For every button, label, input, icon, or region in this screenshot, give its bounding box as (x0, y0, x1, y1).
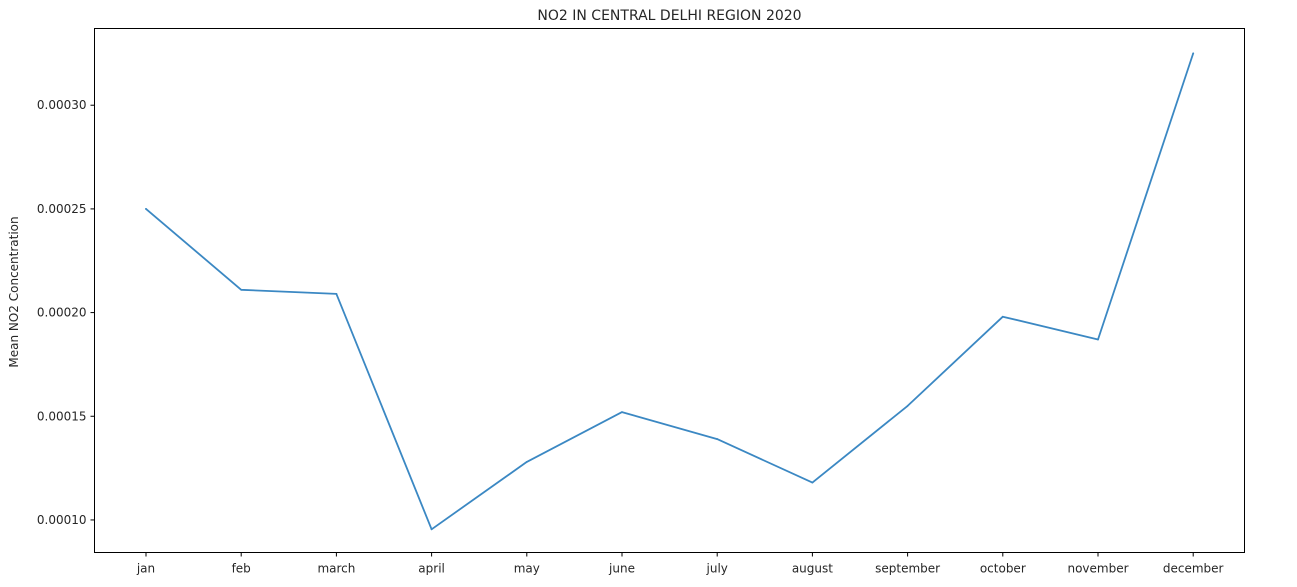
y-tick-label: 0.00010 (37, 513, 87, 527)
data-point (335, 293, 338, 295)
y-tick-label: 0.00015 (37, 409, 87, 423)
y-axis-ticks: 0.00010 0.00015 0.00020 0.00025 0.00030 (37, 98, 95, 527)
data-point (525, 460, 528, 463)
x-tick-label: september (875, 562, 940, 576)
x-tick-label: april (418, 562, 445, 576)
plot-area-frame (94, 28, 1245, 553)
y-tick-label: 0.00030 (37, 98, 87, 112)
x-tick-label: october (980, 562, 1026, 576)
chart-title: NO2 IN CENTRAL DELHI REGION 2020 (537, 8, 801, 24)
y-tick-label: 0.00025 (37, 202, 87, 216)
y-tick-label: 0.00020 (37, 306, 87, 320)
data-points (145, 52, 1195, 531)
x-tick-label: jan (136, 562, 155, 576)
x-tick-label: july (706, 562, 728, 576)
data-point (1001, 315, 1004, 318)
data-point (716, 438, 719, 440)
data-point (811, 481, 814, 484)
data-point (1192, 52, 1195, 55)
x-axis-ticks: jan feb march april may june july august septemb… (136, 552, 1224, 576)
x-tick-label: june (608, 562, 635, 576)
data-point (621, 411, 623, 414)
data-point (1097, 338, 1099, 341)
x-tick-label: august (792, 562, 833, 576)
data-point (240, 288, 243, 291)
data-point (430, 528, 433, 531)
x-tick-label: may (514, 562, 540, 576)
no2-series-line (145, 52, 1195, 531)
y-axis-label: Mean NO2 Concentration (7, 216, 21, 367)
x-tick-label: feb (232, 562, 251, 576)
x-tick-label: march (317, 562, 355, 576)
data-point (906, 404, 909, 407)
x-tick-label: december (1163, 562, 1224, 576)
data-point (145, 208, 147, 210)
x-tick-label: november (1067, 562, 1128, 576)
